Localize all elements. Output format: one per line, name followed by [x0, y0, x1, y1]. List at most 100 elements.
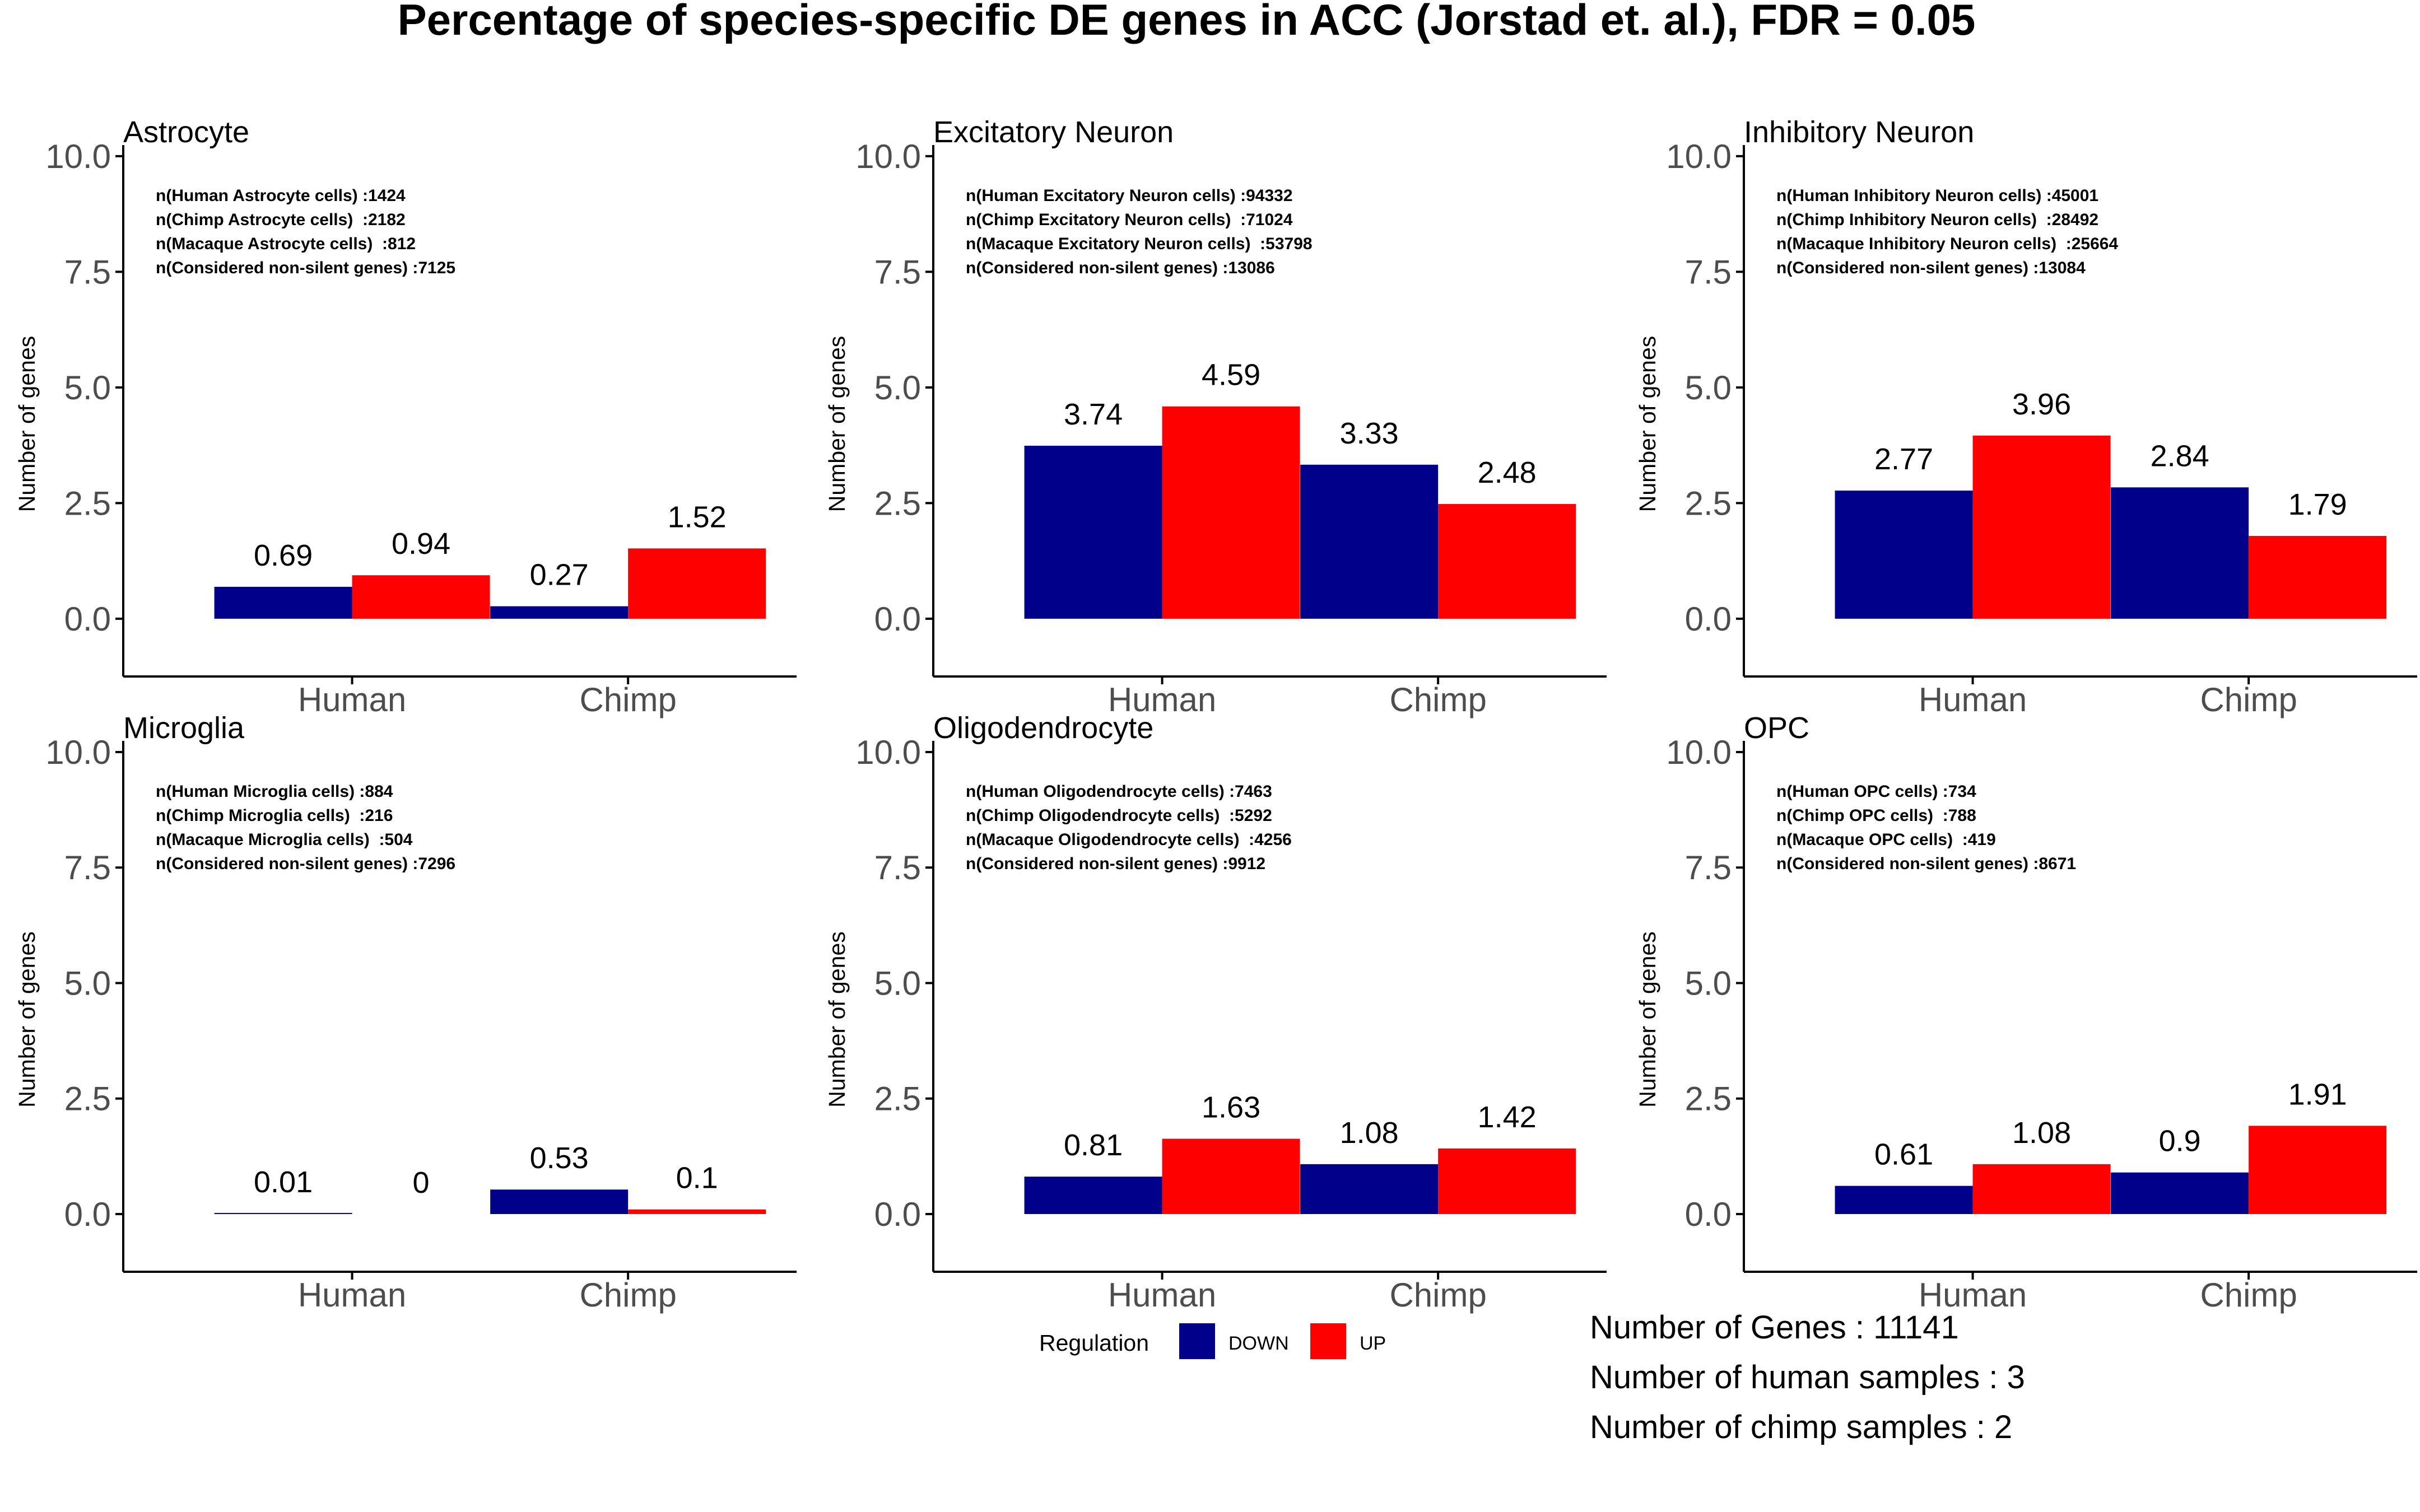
- cell-count-annotation: n(Chimp Astrocyte cells) :2182: [156, 211, 406, 229]
- data-label: 4.59: [1202, 358, 1260, 392]
- panels: Astrocyte Number of genes 0.0 2.5 5.0 7.5 10.0…: [14, 115, 2417, 1314]
- data-label: 1.08: [2012, 1116, 2071, 1150]
- data-label: 2.84: [2151, 439, 2209, 473]
- bar-down-chimp: [1300, 1164, 1439, 1214]
- figure-title: Percentage of species-specific DE genes …: [398, 0, 1976, 44]
- x-tick-label: Human: [298, 681, 406, 718]
- panel-title: Oligodendrocyte: [933, 711, 1153, 745]
- x-tick-label: Human: [1919, 1276, 2027, 1314]
- cell-count-annotation: n(Human Oligodendrocyte cells) :7463: [966, 782, 1272, 801]
- panel-opc: OPC Number of genes 0.0 2.5 5.0 7.5 10.0 0.61 1.…: [1635, 711, 2417, 1314]
- bar-up-chimp: [628, 548, 766, 619]
- cell-count-annotation: n(Human OPC cells) :734: [1776, 782, 1976, 801]
- cell-count-annotation: n(Macaque Oligodendrocyte cells) :4256: [966, 830, 1292, 849]
- panel-astrocyte: Astrocyte Number of genes 0.0 2.5 5.0 7.5 10.0…: [14, 115, 797, 718]
- data-label: 0.61: [1874, 1138, 1933, 1172]
- y-axis-label: Number of genes: [14, 931, 40, 1108]
- cell-count-annotation: n(Considered non-silent genes) :7296: [156, 855, 455, 873]
- data-label: 0.53: [530, 1141, 589, 1175]
- y-tick-label: 2.5: [64, 484, 111, 522]
- panel-inhibitory-neuron: Inhibitory Neuron Number of genes 0.0 2.5 5.…: [1635, 115, 2417, 718]
- data-label: 0.01: [254, 1165, 313, 1199]
- legend-swatch-down: [1179, 1323, 1215, 1359]
- y-tick-label: 0.0: [1685, 1196, 1732, 1233]
- y-tick-label: 0.0: [64, 600, 111, 638]
- bar-down-chimp: [2111, 487, 2249, 619]
- y-tick-label: 10.0: [45, 138, 111, 175]
- x-tick-label: Chimp: [2200, 681, 2297, 718]
- data-label: 1.79: [2288, 488, 2347, 521]
- data-label: 1.42: [1478, 1100, 1537, 1134]
- y-tick-label: 10.0: [1666, 138, 1732, 175]
- panel-title: Excitatory Neuron: [933, 115, 1174, 149]
- x-tick-label: Chimp: [2200, 1276, 2297, 1314]
- panel-excitatory-neuron: Excitatory Neuron Number of genes 0.0 2.5 5.…: [824, 115, 1607, 718]
- footer-note: Number of Genes : 11141: [1590, 1309, 1959, 1346]
- x-tick-label: Human: [298, 1276, 406, 1314]
- data-label: 0.27: [530, 558, 589, 592]
- cell-count-annotation: n(Human Excitatory Neuron cells) :94332: [966, 186, 1293, 205]
- y-tick-label: 2.5: [1685, 484, 1732, 522]
- cell-count-annotation: n(Chimp Oligodendrocyte cells) :5292: [966, 806, 1272, 825]
- legend-swatch-up: [1310, 1323, 1346, 1359]
- x-tick-label: Human: [1919, 681, 2027, 718]
- cell-count-annotation: n(Chimp OPC cells) :788: [1776, 806, 1976, 825]
- cell-count-annotation: n(Macaque Excitatory Neuron cells) :5379…: [966, 235, 1313, 253]
- y-tick-label: 2.5: [64, 1080, 111, 1118]
- y-tick-label: 0.0: [1685, 600, 1732, 638]
- data-label: 3.96: [2012, 388, 2071, 421]
- y-tick-label: 7.5: [874, 849, 921, 886]
- legend: Regulation DOWN UP: [1039, 1323, 1386, 1359]
- x-tick-label: Chimp: [579, 681, 676, 718]
- bar-down-human: [214, 586, 352, 619]
- legend-label-down: DOWN: [1228, 1333, 1289, 1354]
- data-label: 0.69: [254, 539, 313, 572]
- y-tick-label: 10.0: [855, 138, 921, 175]
- x-tick-label: Chimp: [579, 1276, 676, 1314]
- bar-down-chimp: [2111, 1172, 2249, 1214]
- cell-count-annotation: n(Macaque Astrocyte cells) :812: [156, 235, 416, 253]
- y-tick-label: 2.5: [874, 1080, 921, 1118]
- y-tick-label: 7.5: [874, 253, 921, 291]
- y-tick-label: 7.5: [1685, 253, 1732, 291]
- bar-up-chimp: [2249, 1126, 2387, 1214]
- bar-down-chimp: [1300, 464, 1439, 619]
- panel-title: OPC: [1744, 711, 1809, 745]
- bar-down-human: [1024, 445, 1162, 619]
- bar-down-chimp: [490, 1189, 629, 1214]
- data-label: 0.81: [1064, 1128, 1123, 1162]
- bar-down-human: [1024, 1177, 1162, 1214]
- bar-down-human: [1835, 491, 1973, 619]
- data-label: 0.9: [2159, 1124, 2201, 1158]
- data-label: 2.77: [1874, 442, 1933, 476]
- y-tick-label: 2.5: [874, 484, 921, 522]
- cell-count-annotation: n(Macaque Inhibitory Neuron cells) :2566…: [1776, 235, 2118, 253]
- y-tick-label: 10.0: [1666, 734, 1732, 771]
- cell-count-annotation: n(Considered non-silent genes) :9912: [966, 855, 1265, 873]
- data-label: 0.1: [676, 1161, 718, 1195]
- x-tick-label: Human: [1108, 681, 1216, 718]
- bar-down-chimp: [490, 606, 629, 619]
- bar-up-human: [352, 575, 490, 619]
- cell-count-annotation: n(Human Inhibitory Neuron cells) :45001: [1776, 186, 2098, 205]
- data-label: 0: [413, 1166, 430, 1200]
- y-tick-label: 7.5: [64, 253, 111, 291]
- data-label: 3.33: [1340, 417, 1399, 450]
- bar-up-human: [1162, 1138, 1300, 1214]
- y-axis-label: Number of genes: [824, 336, 850, 512]
- bar-up-chimp: [628, 1209, 766, 1214]
- y-tick-label: 5.0: [64, 369, 111, 407]
- data-label: 3.74: [1064, 398, 1123, 431]
- footer-note: Number of chimp samples : 2: [1590, 1409, 2012, 1445]
- y-tick-label: 2.5: [1685, 1080, 1732, 1118]
- y-tick-label: 5.0: [1685, 964, 1732, 1002]
- bar-up-human: [1972, 1164, 2111, 1214]
- cell-count-annotation: n(Considered non-silent genes) :13086: [966, 259, 1275, 277]
- cell-count-annotation: n(Chimp Inhibitory Neuron cells) :28492: [1776, 211, 2098, 229]
- bar-up-chimp: [2249, 536, 2387, 619]
- y-axis-label: Number of genes: [1635, 336, 1660, 512]
- y-tick-label: 5.0: [874, 964, 921, 1002]
- footer-note: Number of human samples : 3: [1590, 1359, 2025, 1396]
- y-axis-label: Number of genes: [824, 931, 850, 1108]
